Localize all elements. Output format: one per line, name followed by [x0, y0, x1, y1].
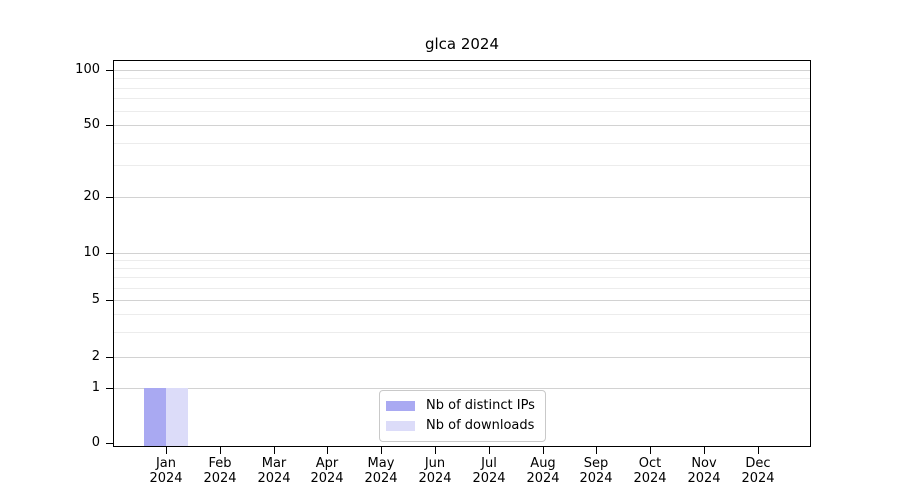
major-gridline	[114, 388, 810, 389]
legend-item-downloads: Nb of downloads	[386, 418, 535, 434]
x-tick-mark	[543, 447, 544, 454]
y-tick-mark	[106, 253, 113, 254]
plot-area	[113, 60, 811, 447]
major-gridline	[114, 300, 810, 301]
y-tick-label: 50	[83, 117, 100, 132]
x-tick-mark	[489, 447, 490, 454]
y-tick-mark	[106, 388, 113, 389]
major-gridline	[114, 125, 810, 126]
y-tick-label: 20	[83, 189, 100, 204]
x-tick-mark	[327, 447, 328, 454]
minor-gridline	[114, 277, 810, 278]
x-tick-label-month: Sep	[583, 456, 609, 471]
chart-title: glca 2024	[424, 35, 500, 53]
x-tick-label-year: 2024	[633, 471, 667, 486]
x-tick-label-year: 2024	[579, 471, 613, 486]
minor-gridline	[114, 98, 810, 99]
x-tick-mark	[166, 447, 167, 454]
x-tick-mark	[435, 447, 436, 454]
minor-gridline	[114, 143, 810, 144]
bars-layer	[114, 61, 810, 446]
x-tick-mark	[274, 447, 275, 454]
x-tick-label-month: Aug	[530, 456, 556, 471]
x-tick-label-year: 2024	[203, 471, 237, 486]
major-gridline	[114, 357, 810, 358]
minor-gridline	[114, 165, 810, 166]
x-tick-mark	[596, 447, 597, 454]
legend-swatch-downloads-icon	[386, 421, 415, 431]
legend-label-downloads: Nb of downloads	[426, 418, 535, 433]
legend: Nb of distinct IPs Nb of downloads	[379, 390, 546, 442]
x-tick-label-year: 2024	[526, 471, 560, 486]
x-tick-label-month: Nov	[691, 456, 717, 471]
bar-distinct-ips-jan	[144, 388, 166, 446]
legend-swatch-distinct-ips-icon	[386, 401, 415, 411]
x-tick-label-month: Jan	[155, 456, 177, 471]
x-tick-label-month: Apr	[315, 456, 339, 471]
x-tick-label-year: 2024	[418, 471, 452, 486]
x-tick-label-month: Feb	[208, 456, 232, 471]
x-tick-label-month: Mar	[261, 456, 287, 471]
minor-gridline	[114, 78, 810, 79]
bar-downloads-jan	[166, 388, 188, 446]
x-tick-label-month: Oct	[638, 456, 662, 471]
y-tick-mark	[106, 357, 113, 358]
minor-gridline	[114, 332, 810, 333]
minor-gridline	[114, 260, 810, 261]
minor-gridline	[114, 314, 810, 315]
y-tick-label: 10	[83, 245, 100, 260]
y-tick-label: 1	[91, 380, 100, 395]
x-tick-mark	[650, 447, 651, 454]
y-tick-mark	[106, 197, 113, 198]
legend-item-distinct-ips: Nb of distinct IPs	[386, 398, 535, 414]
y-tick-mark	[106, 70, 113, 71]
x-tick-mark	[704, 447, 705, 454]
x-tick-label-year: 2024	[741, 471, 775, 486]
x-tick-label-year: 2024	[687, 471, 721, 486]
y-tick-label: 0	[91, 435, 100, 450]
x-tick-label-year: 2024	[310, 471, 344, 486]
x-tick-label-year: 2024	[472, 471, 506, 486]
x-tick-label-year: 2024	[257, 471, 291, 486]
x-tick-label-year: 2024	[364, 471, 398, 486]
major-gridline	[114, 197, 810, 198]
legend-label-distinct-ips: Nb of distinct IPs	[426, 398, 535, 413]
minor-gridline	[114, 288, 810, 289]
minor-gridline	[114, 111, 810, 112]
x-tick-mark	[758, 447, 759, 454]
minor-gridline	[114, 88, 810, 89]
y-tick-mark	[106, 443, 113, 444]
y-tick-label: 2	[91, 349, 100, 364]
x-tick-mark	[220, 447, 221, 454]
major-gridline	[114, 70, 810, 71]
x-tick-mark	[381, 447, 382, 454]
y-tick-label: 5	[91, 292, 100, 307]
x-tick-label-month: May	[367, 456, 395, 471]
y-tick-mark	[106, 300, 113, 301]
minor-gridline	[114, 268, 810, 269]
y-tick-mark	[106, 125, 113, 126]
x-tick-label-month: Jul	[481, 456, 497, 471]
major-gridline	[114, 253, 810, 254]
x-tick-label-month: Jun	[424, 456, 446, 471]
x-tick-label-month: Dec	[745, 456, 771, 471]
gridlines-layer	[114, 61, 810, 446]
y-tick-label: 100	[75, 62, 100, 77]
x-tick-label-year: 2024	[149, 471, 183, 486]
